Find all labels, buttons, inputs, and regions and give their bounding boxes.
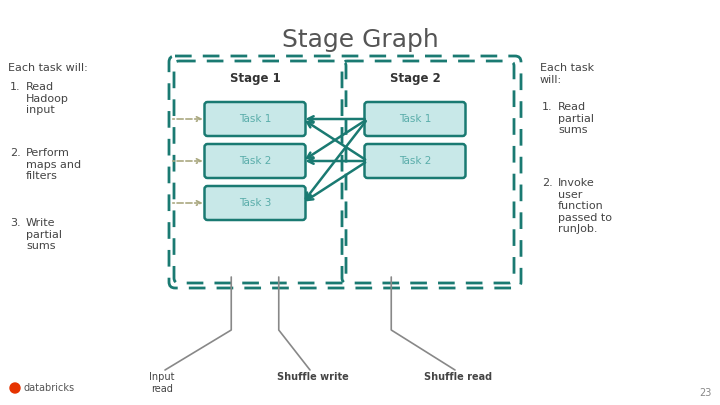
Text: 1.: 1.: [10, 82, 21, 92]
Text: Read
partial
sums: Read partial sums: [558, 102, 594, 135]
FancyBboxPatch shape: [204, 186, 305, 220]
Text: Stage Graph: Stage Graph: [282, 28, 438, 52]
Text: 23: 23: [700, 388, 712, 398]
Text: Task 2: Task 2: [399, 156, 431, 166]
Text: Task 3: Task 3: [239, 198, 271, 208]
Text: Stage 1: Stage 1: [230, 72, 280, 85]
Text: Shuffle write: Shuffle write: [277, 372, 349, 382]
Text: databricks: databricks: [24, 383, 75, 393]
Text: Task 1: Task 1: [399, 114, 431, 124]
FancyBboxPatch shape: [364, 102, 466, 136]
FancyBboxPatch shape: [364, 144, 466, 178]
Text: Write
partial
sums: Write partial sums: [26, 218, 62, 251]
Text: Input
read: Input read: [149, 372, 175, 394]
Text: Task 2: Task 2: [239, 156, 271, 166]
Text: Shuffle read: Shuffle read: [424, 372, 492, 382]
Text: 2.: 2.: [10, 148, 21, 158]
FancyBboxPatch shape: [204, 144, 305, 178]
Text: Perform
maps and
filters: Perform maps and filters: [26, 148, 81, 181]
Circle shape: [10, 383, 20, 393]
Text: Each task
will:: Each task will:: [540, 63, 594, 85]
Text: 2.: 2.: [542, 178, 553, 188]
Text: 1.: 1.: [542, 102, 553, 112]
Text: Read
Hadoop
input: Read Hadoop input: [26, 82, 69, 115]
FancyBboxPatch shape: [204, 102, 305, 136]
Text: Stage 2: Stage 2: [390, 72, 441, 85]
Text: Invoke
user
function
passed to
runJob.: Invoke user function passed to runJob.: [558, 178, 612, 234]
Text: Task 1: Task 1: [239, 114, 271, 124]
Text: Each task will:: Each task will:: [8, 63, 88, 73]
Text: 3.: 3.: [10, 218, 21, 228]
